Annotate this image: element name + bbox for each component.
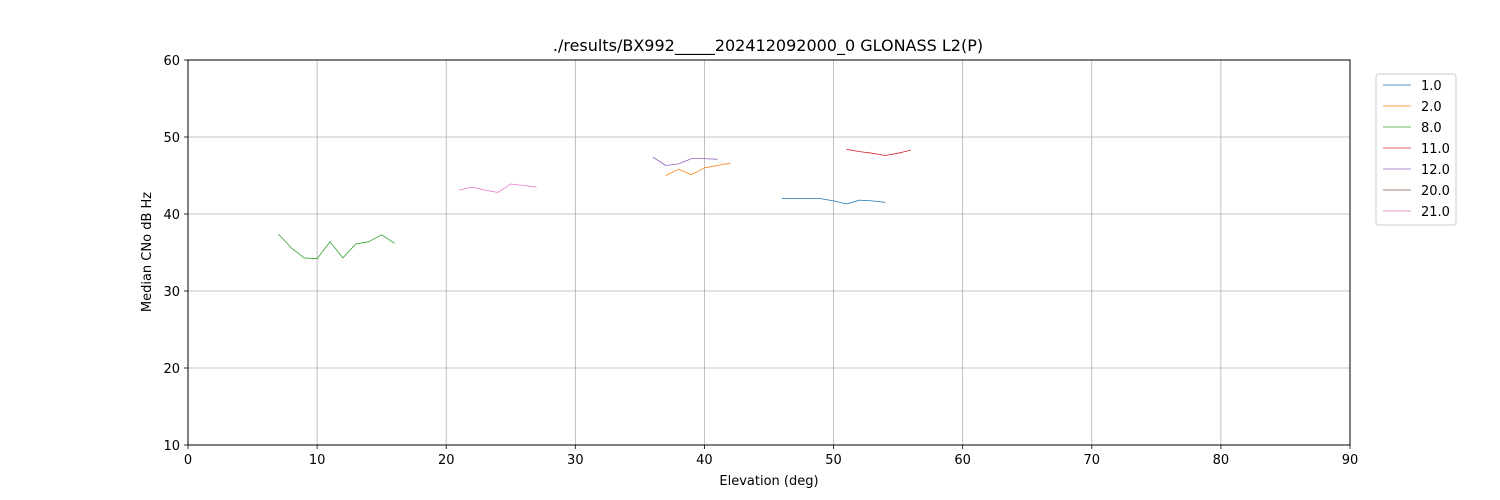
x-axis-label: Elevation (deg) [719, 474, 818, 489]
legend-entry-label: 12.0 [1421, 163, 1450, 178]
legend: 1.0 2.0 8.0 11.0 12.0 20.0 21.0 [1375, 73, 1457, 226]
x-tick-label: 50 [825, 453, 842, 468]
legend-entry-label: 11.0 [1421, 142, 1450, 157]
series-line-12-0 [652, 156, 718, 166]
y-tick-label: 60 [163, 54, 180, 69]
x-tick-label: 10 [309, 453, 326, 468]
series-line-21-0 [459, 183, 537, 193]
legend-entry-label: 1.0 [1421, 79, 1442, 94]
ticks-layer: 0 10 20 30 40 50 60 70 80 90 10 20 30 40 50 60 [163, 54, 1358, 468]
legend-entry-label: 20.0 [1421, 184, 1450, 199]
series-line-1-0 [781, 198, 886, 205]
x-tick-label: 40 [696, 453, 713, 468]
legend-entry-label: 21.0 [1421, 205, 1450, 220]
x-tick-label: 90 [1342, 453, 1359, 468]
y-tick-label: 20 [163, 362, 180, 377]
chart-title: ./results/BX992_____202412092000_0 GLONA… [553, 36, 983, 56]
legend-box [1375, 73, 1457, 226]
legend-entry-label: 8.0 [1421, 121, 1442, 136]
y-tick-label: 40 [163, 208, 180, 223]
series-line-2-0 [665, 162, 731, 176]
legend-entry-label: 2.0 [1421, 100, 1442, 115]
x-tick-label: 80 [1213, 453, 1230, 468]
x-tick-label: 30 [567, 453, 584, 468]
y-tick-label: 10 [163, 439, 180, 454]
series-layer [278, 148, 912, 260]
y-axis-label: Median CNo dB Hz [140, 192, 155, 312]
x-tick-label: 60 [954, 453, 971, 468]
x-tick-label: 20 [438, 453, 455, 468]
y-tick-label: 30 [163, 285, 180, 300]
series-line-11-0 [846, 148, 912, 156]
series-line-8-0 [278, 233, 395, 260]
y-tick-label: 50 [163, 131, 180, 146]
plot-frame [187, 59, 1351, 446]
x-tick-label: 0 [184, 453, 192, 468]
x-tick-label: 70 [1084, 453, 1101, 468]
